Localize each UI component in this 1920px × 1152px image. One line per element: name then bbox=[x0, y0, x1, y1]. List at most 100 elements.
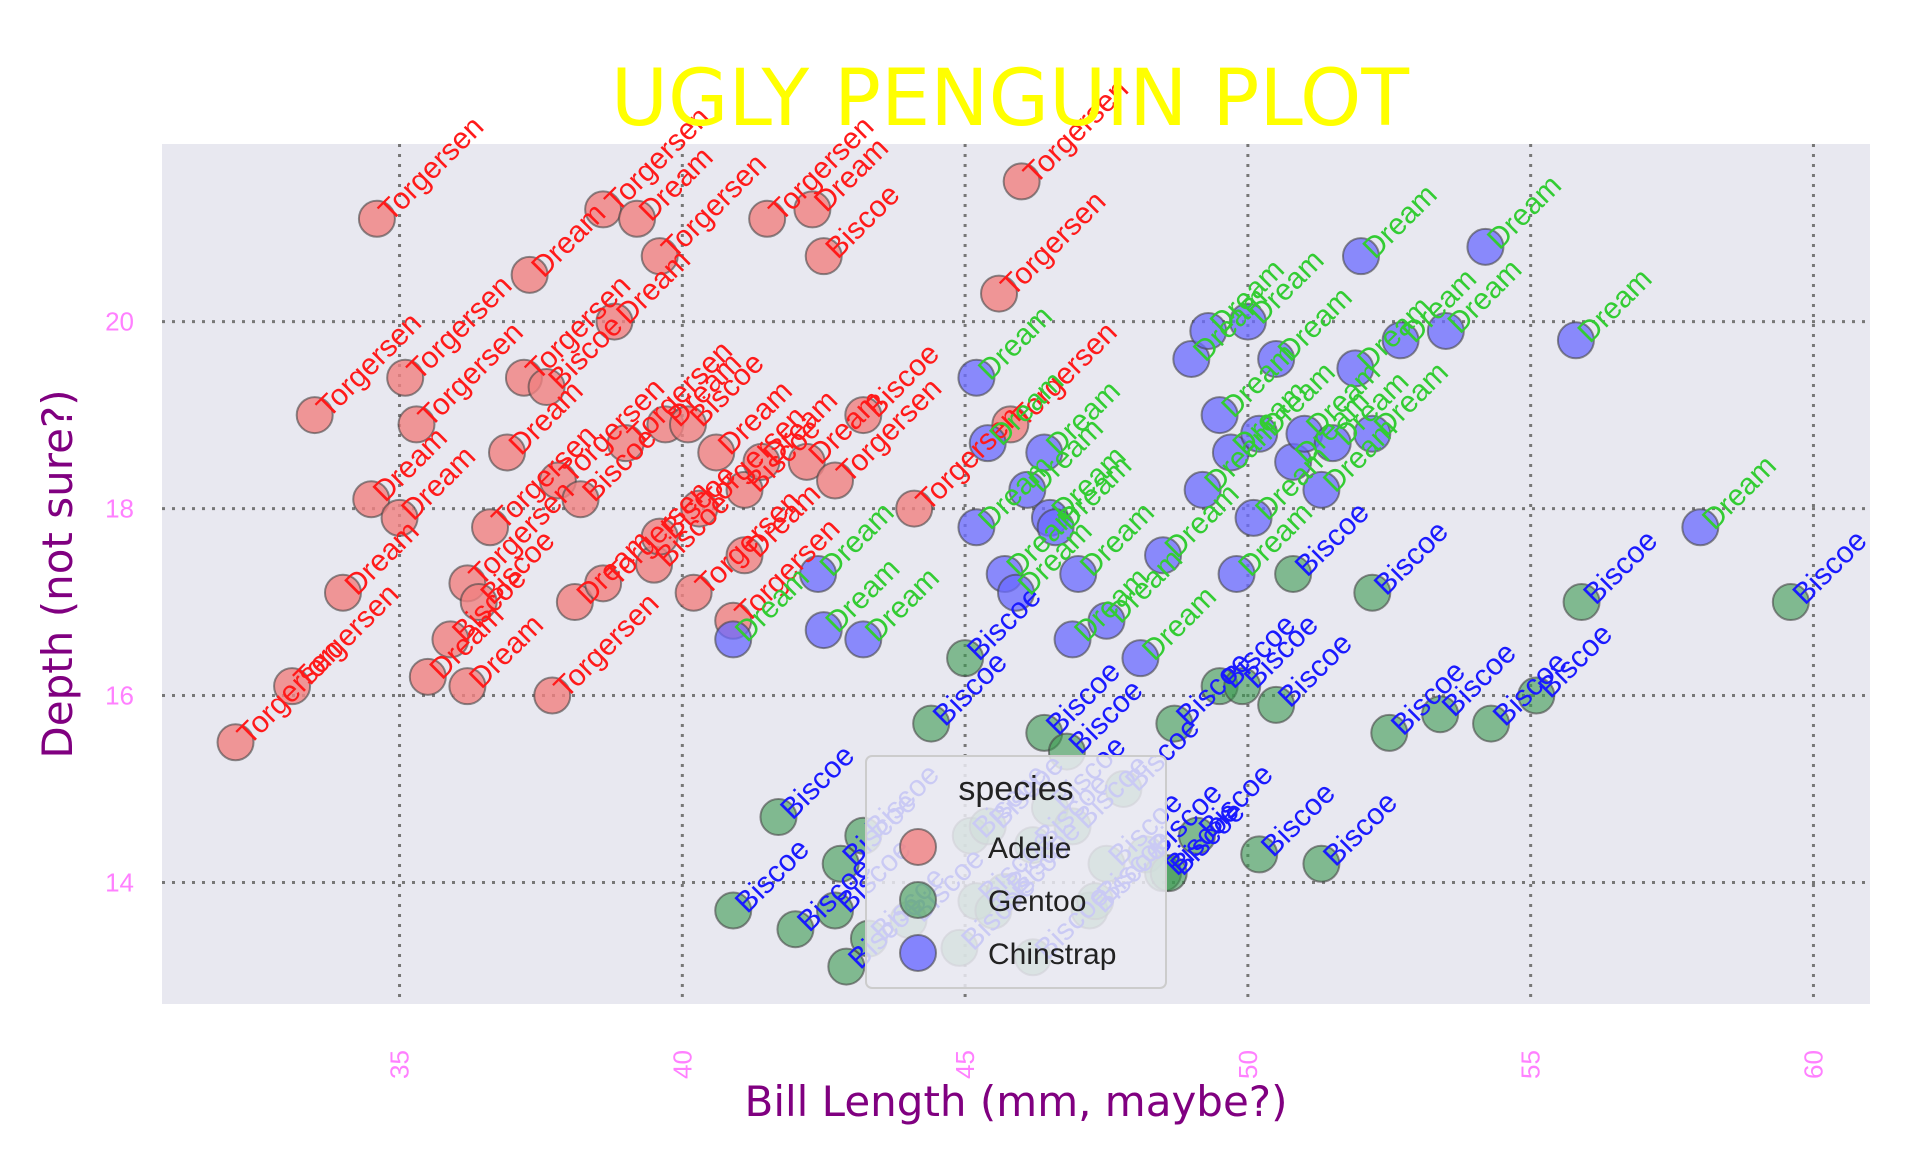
data-point-adelie bbox=[397, 405, 436, 444]
data-point-adelie bbox=[697, 433, 736, 472]
data-point-adelie bbox=[640, 517, 679, 556]
data-point-chinstrap bbox=[1053, 620, 1092, 659]
data-point-chinstrap bbox=[1466, 227, 1505, 266]
data-point-chinstrap bbox=[968, 424, 1007, 463]
data-point-chinstrap bbox=[1036, 508, 1075, 547]
data-point-chinstrap bbox=[1008, 470, 1047, 509]
data-point-gentoo bbox=[816, 891, 855, 930]
data-point-chinstrap bbox=[844, 620, 883, 659]
data-point-chinstrap bbox=[1353, 414, 1392, 453]
y-axis-label: Depth (not sure?) bbox=[33, 389, 82, 758]
data-point-chinstrap bbox=[1144, 536, 1183, 575]
data-point-adelie bbox=[357, 199, 396, 238]
data-point-chinstrap bbox=[1183, 470, 1222, 509]
data-point-adelie bbox=[668, 405, 707, 444]
data-point-chinstrap bbox=[1228, 302, 1267, 341]
data-point-adelie bbox=[555, 583, 594, 622]
data-point-adelie bbox=[510, 255, 549, 294]
legend-marker-adelie bbox=[899, 828, 937, 866]
data-point-gentoo bbox=[1302, 844, 1341, 883]
data-point-adelie bbox=[895, 489, 934, 528]
data-point-adelie bbox=[674, 573, 713, 612]
data-point-adelie bbox=[1002, 162, 1041, 201]
data-point-chinstrap bbox=[1426, 311, 1465, 350]
data-point-adelie bbox=[618, 199, 657, 238]
data-point-adelie bbox=[640, 237, 679, 276]
data-point-adelie bbox=[584, 564, 623, 603]
data-point-adelie bbox=[725, 470, 764, 509]
data-point-adelie bbox=[742, 442, 781, 481]
data-point-adelie bbox=[323, 573, 362, 612]
data-point-chinstrap bbox=[1234, 498, 1273, 537]
legend-box bbox=[865, 755, 1167, 989]
data-point-gentoo bbox=[1562, 583, 1601, 622]
data-point-adelie bbox=[561, 480, 600, 519]
data-point-gentoo bbox=[776, 910, 815, 949]
data-point-adelie bbox=[804, 237, 843, 276]
data-point-chinstrap bbox=[1189, 311, 1228, 350]
data-point-chinstrap bbox=[1313, 424, 1352, 463]
data-point-adelie bbox=[448, 667, 487, 706]
data-point-gentoo bbox=[821, 844, 860, 883]
x-tick-label: 50 bbox=[1233, 1050, 1263, 1079]
chart-title: UGLY PENGUIN PLOT bbox=[611, 54, 1410, 144]
data-point-gentoo bbox=[1223, 667, 1262, 706]
data-point-chinstrap bbox=[1556, 321, 1595, 360]
data-point-gentoo bbox=[1155, 704, 1194, 743]
data-point-chinstrap bbox=[1341, 237, 1380, 276]
data-point-gentoo bbox=[912, 704, 951, 743]
data-point-gentoo bbox=[1370, 713, 1409, 752]
data-point-gentoo bbox=[714, 891, 753, 930]
data-point-chinstrap bbox=[1059, 555, 1098, 593]
data-point-adelie bbox=[606, 424, 645, 463]
data-point-chinstrap bbox=[1172, 340, 1211, 378]
y-tick-label: 14 bbox=[105, 867, 134, 897]
y-tick-label: 20 bbox=[105, 307, 134, 337]
data-point-adelie bbox=[595, 302, 634, 341]
data-point-adelie bbox=[295, 396, 334, 435]
data-point-gentoo bbox=[759, 798, 798, 837]
data-point-gentoo bbox=[827, 947, 866, 986]
data-point-chinstrap bbox=[1211, 433, 1250, 472]
data-point-gentoo bbox=[1517, 676, 1556, 715]
x-tick-label: 35 bbox=[385, 1050, 415, 1079]
y-tick-label: 18 bbox=[105, 494, 134, 524]
data-point-gentoo bbox=[1472, 704, 1511, 743]
x-tick-label: 55 bbox=[1516, 1050, 1546, 1079]
data-point-gentoo bbox=[1257, 685, 1296, 724]
data-point-adelie bbox=[793, 190, 832, 229]
data-point-gentoo bbox=[1353, 573, 1392, 612]
data-point-adelie bbox=[352, 480, 391, 519]
data-point-chinstrap bbox=[1087, 601, 1126, 640]
data-point-gentoo bbox=[1421, 695, 1460, 734]
data-point-adelie bbox=[533, 676, 572, 715]
data-point-gentoo bbox=[1240, 835, 1279, 874]
x-tick-label: 40 bbox=[667, 1050, 697, 1079]
data-point-gentoo bbox=[1274, 555, 1313, 593]
data-point-adelie bbox=[471, 508, 510, 547]
y-tick-label: 16 bbox=[105, 681, 134, 711]
data-point-adelie bbox=[273, 667, 312, 706]
data-point-chinstrap bbox=[957, 508, 996, 547]
data-point-adelie bbox=[431, 620, 470, 659]
data-point-gentoo bbox=[1771, 583, 1810, 622]
x-tick-labels: 35 40 45 50 55 60 bbox=[385, 1050, 1829, 1079]
data-point-adelie bbox=[816, 461, 855, 500]
data-point-chinstrap bbox=[1217, 555, 1256, 593]
data-point-chinstrap bbox=[799, 555, 838, 593]
data-point-chinstrap bbox=[1257, 340, 1296, 378]
data-point-chinstrap bbox=[1336, 349, 1375, 388]
legend: species Adelie Gentoo Chinstrap bbox=[865, 755, 1167, 989]
legend-label-chinstrap: Chinstrap bbox=[988, 938, 1116, 971]
data-point-adelie bbox=[380, 498, 419, 537]
data-point-chinstrap bbox=[1681, 508, 1720, 547]
legend-marker-chinstrap bbox=[899, 934, 937, 972]
data-point-chinstrap bbox=[957, 358, 996, 397]
data-point-adelie bbox=[408, 657, 447, 696]
data-point-chinstrap bbox=[1025, 433, 1064, 472]
legend-label-adelie: Adelie bbox=[988, 832, 1071, 865]
data-point-adelie bbox=[459, 583, 498, 622]
data-point-chinstrap bbox=[804, 611, 843, 650]
legend-label-gentoo: Gentoo bbox=[988, 885, 1086, 918]
